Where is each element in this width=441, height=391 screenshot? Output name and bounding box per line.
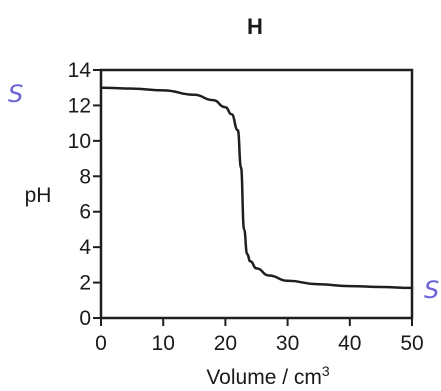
y-tick-label: 0 xyxy=(79,307,91,330)
x-tick-label: 30 xyxy=(276,332,299,355)
y-tick-label: 6 xyxy=(79,201,91,224)
x-tick-label: 10 xyxy=(152,332,175,355)
y-tick-label: 8 xyxy=(79,165,91,188)
plot-frame xyxy=(99,68,414,320)
x-axis-label-text: Volume / cm xyxy=(206,366,322,389)
y-tick-label: 12 xyxy=(68,94,91,117)
y-tick-label: 4 xyxy=(79,236,91,259)
annotation-right: S xyxy=(424,276,439,304)
x-axis-label: Volume / cm3 xyxy=(206,363,330,389)
x-tick-label: 50 xyxy=(400,332,423,355)
y-axis-label: pH xyxy=(25,184,52,207)
x-tick-label: 40 xyxy=(338,332,361,355)
x-tick-label: 0 xyxy=(95,332,107,355)
titration-curve xyxy=(99,86,414,290)
x-axis-label-superscript: 3 xyxy=(322,363,330,379)
annotation-left: S xyxy=(8,80,23,108)
chart-title: H xyxy=(247,14,263,39)
y-tick-label: 14 xyxy=(68,59,92,82)
y-tick-label: 10 xyxy=(68,130,91,153)
x-tick-label: 20 xyxy=(214,332,237,355)
y-tick-label: 2 xyxy=(79,272,91,295)
